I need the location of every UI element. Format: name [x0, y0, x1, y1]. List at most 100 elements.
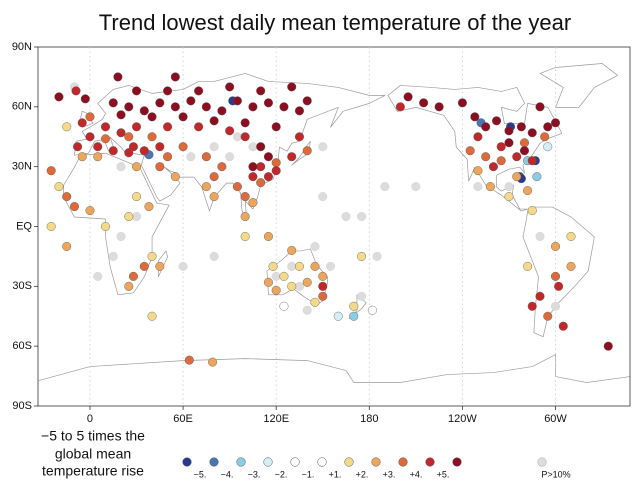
station-marker — [302, 96, 312, 106]
station-marker — [178, 142, 188, 152]
station-marker — [263, 277, 273, 287]
station-marker — [318, 271, 328, 281]
station-marker — [473, 166, 483, 176]
station-marker — [566, 261, 576, 271]
station-marker — [516, 122, 526, 132]
station-marker — [69, 202, 79, 212]
legend-label: +2. — [356, 469, 369, 479]
legend-swatch — [537, 457, 547, 467]
station-marker — [485, 182, 495, 192]
station-marker — [163, 86, 173, 96]
station-marker — [294, 261, 304, 271]
station-marker — [551, 301, 561, 311]
station-marker — [132, 162, 142, 172]
station-marker — [535, 291, 545, 301]
station-marker — [77, 152, 87, 162]
station-marker — [504, 138, 514, 148]
station-marker — [232, 132, 242, 142]
station-marker — [101, 221, 111, 231]
station-marker — [248, 102, 258, 112]
x-tick-label: 60E — [173, 413, 193, 425]
station-marker — [128, 271, 138, 281]
station-marker — [46, 166, 56, 176]
station-marker — [263, 152, 273, 162]
station-marker — [263, 172, 273, 182]
station-marker — [523, 186, 533, 196]
station-marker — [318, 281, 328, 291]
legend-swatch — [425, 457, 435, 467]
station-marker — [566, 231, 576, 241]
station-marker — [184, 355, 194, 365]
station-marker — [248, 142, 258, 152]
legend-label: +3. — [383, 469, 396, 479]
station-marker — [62, 122, 72, 132]
station-marker — [512, 172, 522, 182]
legend-swatch — [452, 457, 462, 467]
station-marker — [419, 98, 429, 108]
station-marker — [318, 142, 328, 152]
station-marker — [62, 192, 72, 202]
station-marker — [256, 142, 266, 152]
legend-label: −5. — [194, 469, 207, 479]
y-tick-label: EQ — [16, 220, 32, 232]
station-marker — [108, 146, 118, 156]
y-tick-label: 30N — [12, 161, 32, 173]
station-marker — [554, 281, 564, 291]
station-marker — [248, 198, 258, 208]
station-marker — [380, 182, 390, 192]
station-marker — [527, 301, 537, 311]
station-marker — [481, 152, 491, 162]
station-marker — [240, 192, 250, 202]
y-tick-label: 90S — [12, 400, 32, 412]
station-marker — [543, 122, 553, 132]
station-marker — [116, 110, 126, 120]
station-marker — [155, 98, 165, 108]
station-marker — [240, 132, 250, 142]
station-marker — [186, 152, 196, 162]
station-marker — [256, 86, 266, 96]
legend-label: P>10% — [541, 469, 570, 479]
legend-swatch — [317, 457, 327, 467]
station-marker — [124, 132, 134, 142]
station-marker — [551, 241, 561, 251]
station-marker — [225, 152, 235, 162]
station-marker — [268, 261, 278, 271]
station-marker — [287, 245, 297, 255]
station-marker — [603, 341, 613, 351]
station-marker — [85, 112, 95, 122]
y-tick-label: 90N — [12, 41, 32, 53]
legend-swatch — [290, 457, 300, 467]
station-marker — [116, 231, 126, 241]
station-marker — [113, 72, 123, 82]
station-marker — [209, 142, 219, 152]
station-marker — [209, 251, 219, 261]
legend-label: −2. — [275, 469, 288, 479]
station-marker — [543, 142, 553, 152]
station-marker — [294, 106, 304, 116]
station-marker — [139, 261, 149, 271]
station-marker — [139, 106, 149, 116]
station-marker — [108, 251, 118, 261]
legend-swatch — [371, 457, 381, 467]
station-marker — [302, 146, 312, 156]
station-marker — [155, 261, 165, 271]
station-marker — [108, 98, 118, 108]
station-marker — [496, 142, 506, 152]
station-marker — [147, 311, 157, 321]
station-marker — [395, 102, 405, 112]
station-marker — [128, 142, 138, 152]
station-marker — [403, 92, 413, 102]
station-marker — [248, 172, 258, 182]
station-marker — [170, 172, 180, 182]
x-tick-label: 60W — [544, 413, 567, 425]
station-marker — [225, 126, 235, 136]
station-marker — [132, 86, 142, 96]
station-marker — [434, 102, 444, 112]
station-marker — [163, 152, 173, 162]
station-marker — [62, 241, 72, 251]
station-marker — [302, 305, 312, 315]
x-tick-label: 120W — [448, 413, 477, 425]
station-marker — [232, 182, 242, 192]
x-tick-label: 120E — [263, 413, 289, 425]
station-marker — [163, 122, 173, 132]
